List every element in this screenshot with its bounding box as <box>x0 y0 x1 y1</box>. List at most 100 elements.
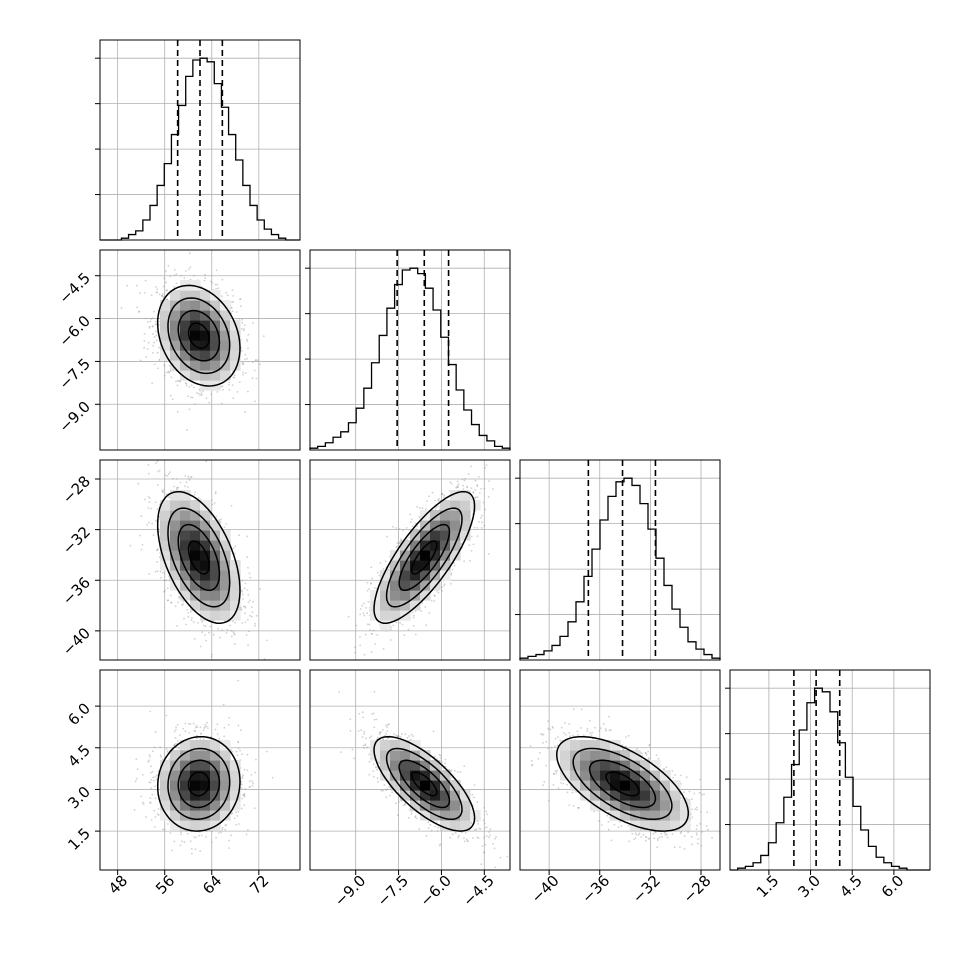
sample-point <box>201 621 204 623</box>
sample-point <box>155 286 157 288</box>
sample-point <box>424 606 427 608</box>
sample-point <box>181 604 184 606</box>
sample-point <box>156 339 158 342</box>
sample-point <box>214 283 217 286</box>
sample-point <box>453 564 456 567</box>
sample-point <box>232 547 235 550</box>
density-cell <box>220 560 231 571</box>
sample-point <box>450 572 453 574</box>
sample-point <box>461 478 464 481</box>
sample-point <box>204 625 207 628</box>
sample-point <box>211 281 213 284</box>
sample-point <box>162 489 165 491</box>
sample-point <box>188 479 191 481</box>
sample-point <box>179 380 182 383</box>
density-cell <box>170 310 181 321</box>
panel-frame <box>519 459 721 661</box>
sample-point <box>169 394 172 397</box>
panel-frame <box>729 669 931 871</box>
sample-point <box>355 624 358 627</box>
sample-point <box>421 507 424 509</box>
sample-point <box>484 508 486 511</box>
sample-point <box>137 482 140 485</box>
density-cell <box>210 600 221 611</box>
sample-point <box>129 544 132 547</box>
histogram-step <box>309 267 511 450</box>
sample-point <box>470 465 472 468</box>
sample-point <box>418 515 421 518</box>
sample-point <box>231 310 234 313</box>
sample-point <box>240 347 243 349</box>
sample-point <box>158 346 160 349</box>
sample-point <box>150 507 153 510</box>
sample-point <box>242 329 245 332</box>
density-cell <box>180 290 191 301</box>
sample-point <box>199 394 202 396</box>
density-cell <box>220 540 231 551</box>
sample-point <box>153 363 156 366</box>
sample-point <box>190 384 193 387</box>
sample-point <box>407 628 410 631</box>
sample-point <box>451 568 454 571</box>
sample-point <box>367 601 370 603</box>
density-cell <box>180 330 191 341</box>
sample-point <box>158 293 161 296</box>
sample-point <box>161 295 164 298</box>
sample-point <box>478 476 480 478</box>
sample-point <box>208 401 211 404</box>
sample-point <box>221 385 224 388</box>
sample-point <box>361 604 363 607</box>
sample-point <box>251 377 254 380</box>
sample-point <box>156 570 159 573</box>
density-cell <box>170 320 181 331</box>
density-cell <box>160 540 171 551</box>
density-cell <box>200 600 211 611</box>
sample-point <box>231 384 234 386</box>
density-cell <box>220 350 231 361</box>
sample-point <box>469 559 471 562</box>
sample-point <box>241 322 244 324</box>
density-cell <box>170 510 181 521</box>
sample-point <box>362 612 365 615</box>
sample-point <box>421 602 424 604</box>
sample-point <box>382 568 385 570</box>
sample-point <box>435 506 438 508</box>
sample-point <box>363 614 366 617</box>
density-cell <box>220 330 231 341</box>
sample-point <box>194 491 197 494</box>
sample-point <box>220 518 222 521</box>
sample-point <box>431 491 434 494</box>
sample-point <box>437 591 440 594</box>
sample-point <box>368 588 370 590</box>
sample-point <box>409 513 411 516</box>
sample-point <box>160 294 163 297</box>
sample-point <box>449 582 452 585</box>
sample-point <box>188 252 191 255</box>
sample-point <box>249 599 251 602</box>
sample-point <box>240 609 243 611</box>
sample-point <box>480 516 482 519</box>
sample-point <box>232 620 234 623</box>
sample-point <box>392 624 395 627</box>
density-cell <box>180 320 191 331</box>
sample-point <box>176 384 179 387</box>
sample-point <box>370 582 373 585</box>
sample-point <box>165 270 167 272</box>
sample-point <box>228 383 230 386</box>
sample-point <box>240 350 243 352</box>
sample-point <box>414 522 417 525</box>
sample-point <box>456 484 459 487</box>
scatter-panel-2-1 <box>309 459 511 661</box>
sample-point <box>198 610 201 612</box>
sample-point <box>433 600 436 602</box>
density-cell <box>200 330 211 341</box>
sample-point <box>166 289 169 292</box>
sample-point <box>156 288 159 291</box>
sample-point <box>430 599 433 602</box>
sample-point <box>189 476 192 479</box>
sample-point <box>205 397 208 400</box>
sample-point <box>233 632 236 635</box>
sample-point <box>155 320 157 323</box>
sample-point <box>402 529 405 532</box>
sample-point <box>443 583 446 585</box>
